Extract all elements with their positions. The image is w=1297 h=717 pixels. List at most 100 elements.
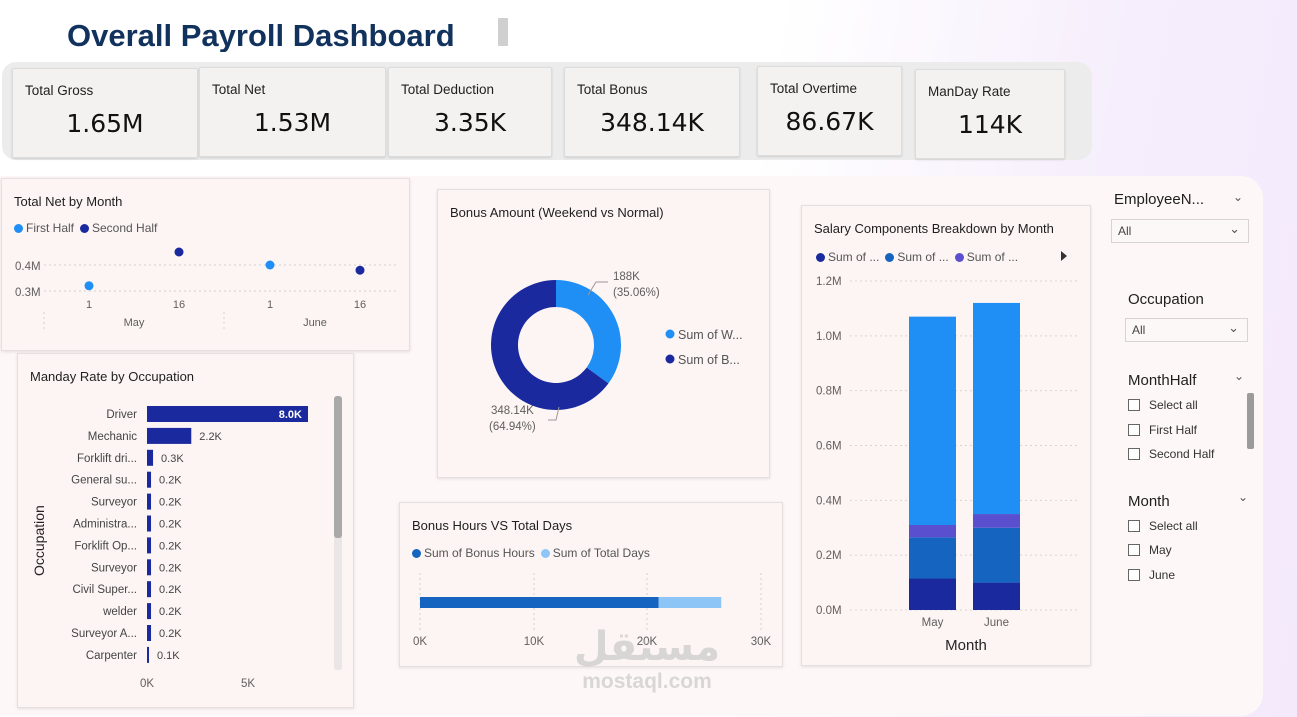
manday-occupation-card[interactable]: Manday Rate by Occupation Occupation Dri… (17, 353, 354, 708)
category-label: General su... (71, 475, 137, 487)
stack-segment (909, 525, 956, 538)
legend-item-bonus-hours[interactable]: Sum of Bonus Hours (412, 546, 535, 560)
legend-item-total-days[interactable]: Sum of Total Days (540, 546, 650, 560)
category-label: Driver (106, 409, 137, 421)
chevron-down-icon[interactable]: ⌄ (1238, 490, 1249, 504)
donut-slice (556, 280, 621, 384)
data-label: 0.2K (159, 584, 182, 596)
kpi-label: Total Deduction (401, 82, 495, 97)
x-tick: 5K (241, 678, 255, 690)
category-label: Carpenter (86, 650, 137, 662)
chevron-down-icon[interactable]: ⌄ (1234, 369, 1245, 383)
data-label: 0.2K (159, 519, 182, 531)
bar (147, 427, 192, 444)
data-label: 0.2K (159, 497, 182, 509)
bar (147, 515, 152, 532)
checkbox-select-all-month[interactable]: Select all (1128, 519, 1198, 533)
x-tick: 30K (751, 636, 772, 648)
kpi-card-total-overtime[interactable]: Total Overtime 86.67K (757, 66, 902, 156)
checkbox-first-half[interactable]: First Half (1128, 423, 1197, 437)
kpi-value: 86.67K (785, 107, 874, 136)
slice-label-a: 188K (613, 271, 640, 283)
watermark-latin: mostaql.com (582, 670, 712, 693)
stack-segment (973, 302, 1020, 515)
x-tick: 1 (86, 299, 92, 311)
category-label: Forklift dri... (77, 453, 137, 465)
checkbox-may[interactable]: May (1128, 543, 1172, 557)
x-tick: May (922, 617, 944, 629)
stack-segment (909, 537, 956, 579)
scatter-point (84, 281, 94, 291)
x-axis-title: Month (945, 637, 987, 654)
scatter-point (265, 260, 275, 270)
kpi-value: 1.65M (66, 109, 144, 138)
checkbox-icon (1128, 544, 1140, 556)
y-tick: 1.0M (816, 331, 842, 343)
legend-dot-normal (665, 354, 675, 364)
slicer-title-month: Month (1128, 493, 1170, 510)
card-title: Salary Components Breakdown by Month (814, 221, 1054, 236)
legend-item-component-1[interactable]: Sum of ... (816, 250, 879, 264)
card-title: Bonus Amount (Weekend vs Normal) (450, 205, 664, 220)
employee-dropdown[interactable]: All ⌄ (1111, 219, 1249, 243)
x-tick: 0K (413, 636, 427, 648)
y-tick: 0.8M (816, 386, 842, 398)
kpi-value: 3.35K (433, 108, 507, 137)
chevron-down-icon: ⌄ (1229, 221, 1240, 236)
x-tick: 16 (354, 299, 366, 311)
manday-bar-chart: Occupation Driver 8.0K Mechanic 2.2K Forklif… (31, 396, 342, 690)
occupation-dropdown[interactable]: All ⌄ (1125, 318, 1248, 342)
leader-line-a (587, 281, 608, 296)
legend-dot-weekend (665, 329, 675, 339)
category-label: welder (102, 606, 137, 618)
kpi-card-total-net[interactable]: Total Net 1.53M (199, 67, 386, 157)
bar (147, 625, 152, 641)
scatter-point (174, 247, 184, 257)
x-tick: 0K (140, 678, 154, 690)
bar (147, 471, 152, 488)
legend-item-component-2[interactable]: Sum of ... (885, 250, 949, 264)
month-label-may: May (124, 317, 145, 329)
data-label: 0.2K (159, 606, 182, 618)
bonus-hours-bar-chart: 0K 10K 20K 30K (413, 573, 772, 648)
legend-label-weekend: Sum of W... (678, 328, 743, 342)
data-label: 8.0K (279, 409, 302, 421)
bonus-hours-card[interactable]: Bonus Hours VS Total Days Sum of Bonus H… (399, 502, 783, 667)
checkbox-second-half[interactable]: Second Half (1128, 447, 1214, 461)
leader-line-b (548, 406, 560, 421)
data-label: 0.3K (161, 453, 184, 465)
kpi-card-total-deduction[interactable]: Total Deduction 3.35K (388, 67, 552, 157)
kpi-card-total-bonus[interactable]: Total Bonus 348.14K (564, 67, 740, 157)
kpi-label: Total Net (212, 82, 266, 97)
kpi-value: 1.53M (253, 108, 332, 137)
checkbox-june[interactable]: June (1128, 568, 1175, 582)
net-by-month-card[interactable]: Total Net by Month First Half Second Hal… (1, 178, 410, 351)
kpi-card-total-gross[interactable]: Total Gross 1.65M (12, 68, 198, 158)
slice-label-b: 348.14K (491, 405, 534, 417)
chevron-down-icon: ⌄ (1228, 320, 1239, 335)
bar-segment (658, 597, 722, 608)
legend-label-normal: Sum of B... (678, 353, 740, 367)
slicer-title-monthhalf: MonthHalf (1128, 372, 1197, 389)
scrollbar-thumb (334, 396, 342, 538)
checkbox-icon (1128, 399, 1140, 411)
net-scatter-plot: 0.4M 0.3M 1 16 1 16 May June (15, 247, 397, 331)
checkbox-icon (1128, 569, 1140, 581)
bonus-donut-card[interactable]: Bonus Amount (Weekend vs Normal) 188K (3… (437, 189, 770, 478)
legend-item-component-3[interactable]: Sum of ... (954, 250, 1018, 264)
salary-stacked-chart: 1.2M 1.0M 0.8M 0.6M 0.4M 0.2M 0.0M May June Mon… (816, 276, 1077, 654)
slicer-scrollbar[interactable] (1247, 393, 1254, 449)
legend-item-second-half[interactable]: Second Half (80, 221, 157, 235)
category-label: Surveyor A... (71, 628, 137, 640)
data-label: 0.1K (157, 650, 180, 662)
kpi-card-manday-rate[interactable]: ManDay Rate 114K (915, 69, 1065, 159)
y-tick: 0.4M (15, 261, 41, 273)
legend-item-first-half[interactable]: First Half (14, 221, 74, 235)
checkbox-select-all-half[interactable]: Select all (1128, 398, 1198, 412)
legend-next-arrow-icon[interactable] (1061, 251, 1067, 261)
salary-components-card[interactable]: Salary Components Breakdown by Month Sum… (801, 205, 1091, 666)
chevron-down-icon[interactable]: ⌄ (1233, 190, 1244, 204)
y-tick: 0.2M (816, 550, 842, 562)
y-tick: 0.3M (15, 287, 41, 299)
kpi-label: Total Overtime (770, 81, 858, 96)
